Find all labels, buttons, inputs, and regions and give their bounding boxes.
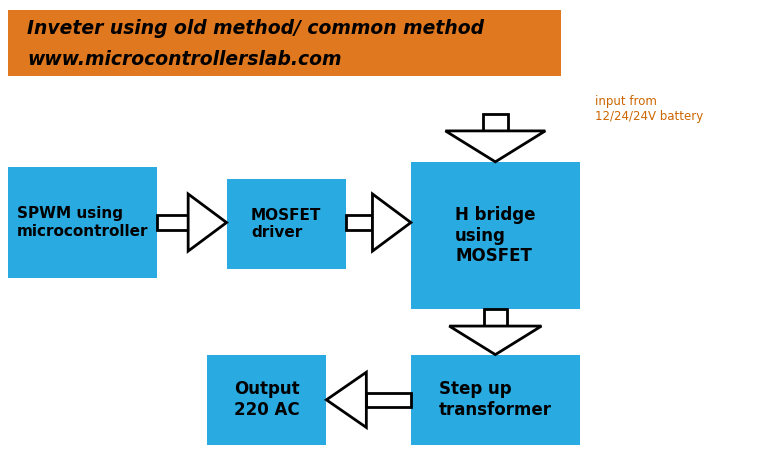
Text: SPWM using
microcontroller: SPWM using microcontroller	[17, 206, 148, 239]
Bar	[207, 355, 326, 445]
Polygon shape	[372, 194, 411, 251]
Text: H bridge
using
MOSFET: H bridge using MOSFET	[455, 206, 535, 266]
Text: Inveter using old method/ common method: Inveter using old method/ common method	[27, 19, 484, 38]
Bar	[227, 178, 346, 269]
Text: www.microcontrollerslab.com: www.microcontrollerslab.com	[27, 50, 342, 69]
Bar	[346, 215, 372, 230]
Bar	[8, 10, 561, 76]
Text: Output
220 AC: Output 220 AC	[234, 380, 300, 419]
Bar	[157, 215, 188, 230]
Bar	[484, 309, 507, 326]
Polygon shape	[188, 194, 227, 251]
Bar	[483, 114, 508, 131]
Bar	[8, 167, 157, 278]
Polygon shape	[445, 131, 545, 162]
Bar	[366, 393, 411, 407]
Text: Step up
transformer: Step up transformer	[439, 380, 552, 419]
Text: input from
12/24/24V battery: input from 12/24/24V battery	[595, 96, 703, 123]
Bar	[411, 162, 580, 309]
Bar	[411, 355, 580, 445]
Polygon shape	[449, 326, 541, 355]
Text: MOSFET
driver: MOSFET driver	[251, 208, 321, 240]
Polygon shape	[326, 372, 366, 427]
